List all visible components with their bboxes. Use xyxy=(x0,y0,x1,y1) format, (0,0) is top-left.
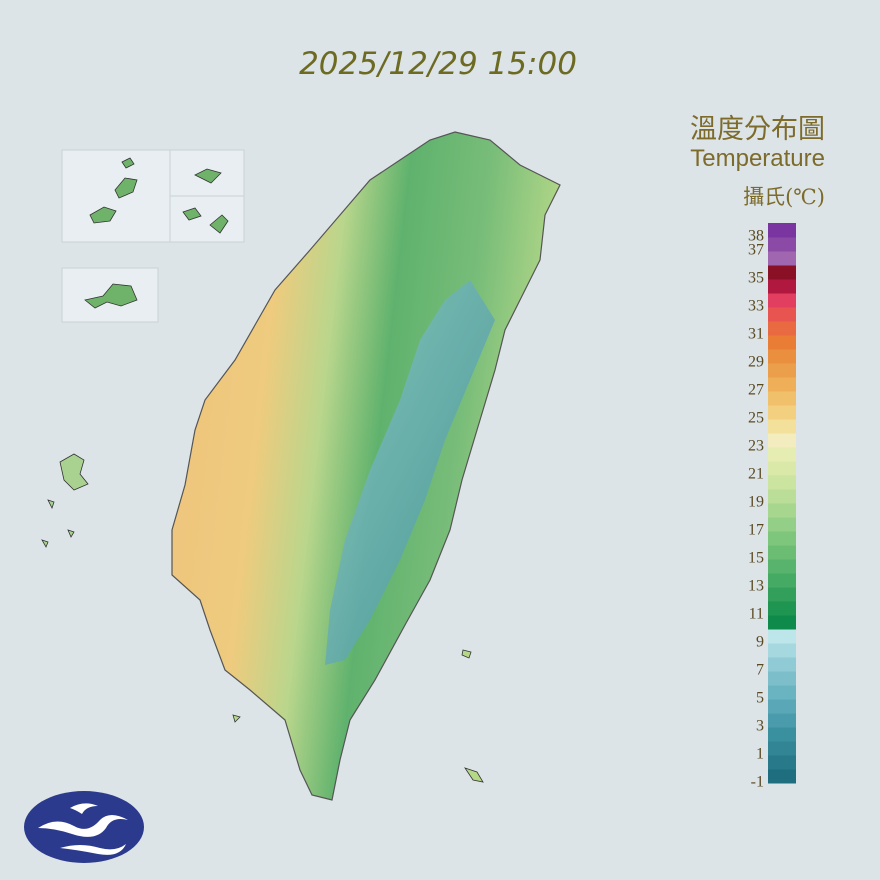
legend-swatch xyxy=(768,587,796,602)
logo-mark xyxy=(38,803,128,855)
legend-label: 3 xyxy=(756,718,764,735)
legend-label: 19 xyxy=(748,494,764,511)
legend-label: 13 xyxy=(748,578,764,595)
legend-swatch xyxy=(768,419,796,434)
legend-label: 15 xyxy=(748,550,764,567)
legend-swatch xyxy=(768,279,796,294)
legend-swatch xyxy=(768,223,796,238)
legend-label: 31 xyxy=(748,326,764,343)
unit: 攝氏(℃) xyxy=(743,185,825,209)
legend-label: 29 xyxy=(748,354,764,371)
legend-swatch xyxy=(768,601,796,616)
legend-swatch xyxy=(768,237,796,252)
small-islands xyxy=(232,649,484,783)
legend-swatch xyxy=(768,447,796,462)
legend-swatch xyxy=(768,685,796,700)
legend-swatch xyxy=(768,475,796,490)
legend-swatch xyxy=(768,545,796,560)
logo-badge xyxy=(24,791,144,863)
legend-swatch xyxy=(768,391,796,406)
legend-label: 37 xyxy=(748,242,764,259)
legend-label: 11 xyxy=(749,606,764,623)
legend-swatch xyxy=(768,433,796,448)
legend-label: 21 xyxy=(748,466,764,483)
legend-label: 33 xyxy=(748,298,764,315)
legend-label: 25 xyxy=(748,410,764,427)
legend-swatch xyxy=(768,377,796,392)
legend-swatch xyxy=(768,769,796,784)
penghu xyxy=(41,453,89,548)
legend-swatch xyxy=(768,671,796,686)
title-en: Temperature xyxy=(690,145,825,172)
legend-swatch xyxy=(768,405,796,420)
legend-swatch xyxy=(768,363,796,378)
legend-swatch xyxy=(768,517,796,532)
timestamp: 2025/12/29 15:00 xyxy=(299,46,577,82)
legend-label: 17 xyxy=(748,522,764,539)
legend-swatch xyxy=(768,643,796,658)
legend-swatch xyxy=(768,489,796,504)
legend-swatch xyxy=(768,727,796,742)
legend-swatch xyxy=(768,349,796,364)
legend-swatch xyxy=(768,335,796,350)
legend-label: 35 xyxy=(748,270,764,287)
legend-label: 38 xyxy=(748,228,764,245)
legend-swatch xyxy=(768,713,796,728)
legend-label: 7 xyxy=(756,662,764,679)
legend-swatch xyxy=(768,629,796,644)
legend-swatch xyxy=(768,321,796,336)
legend-swatch xyxy=(768,503,796,518)
legend-swatch xyxy=(768,615,796,630)
insets xyxy=(61,149,245,323)
logo xyxy=(24,791,144,863)
legend-label: 5 xyxy=(756,690,764,707)
legend-swatch xyxy=(768,265,796,280)
legend-swatch xyxy=(768,293,796,308)
legend-swatch xyxy=(768,559,796,574)
legend-swatch xyxy=(768,573,796,588)
title-zh: 溫度分布圖 xyxy=(690,114,825,145)
legend-label: 1 xyxy=(756,746,764,763)
legend-swatch xyxy=(768,699,796,714)
legend-label: 27 xyxy=(748,382,764,399)
legend-label: 9 xyxy=(756,634,764,651)
legend-swatch xyxy=(768,741,796,756)
central-mountains xyxy=(325,280,495,665)
legend-swatch xyxy=(768,755,796,770)
inset-islands xyxy=(84,283,138,309)
legend-swatch xyxy=(768,657,796,672)
legend-swatch xyxy=(768,307,796,322)
legend-swatch xyxy=(768,461,796,476)
legend-label: -1 xyxy=(751,774,764,791)
legend-swatch xyxy=(768,531,796,546)
inset-islands xyxy=(89,157,229,234)
legend-label: 23 xyxy=(748,438,764,455)
legend-swatch xyxy=(768,251,796,266)
